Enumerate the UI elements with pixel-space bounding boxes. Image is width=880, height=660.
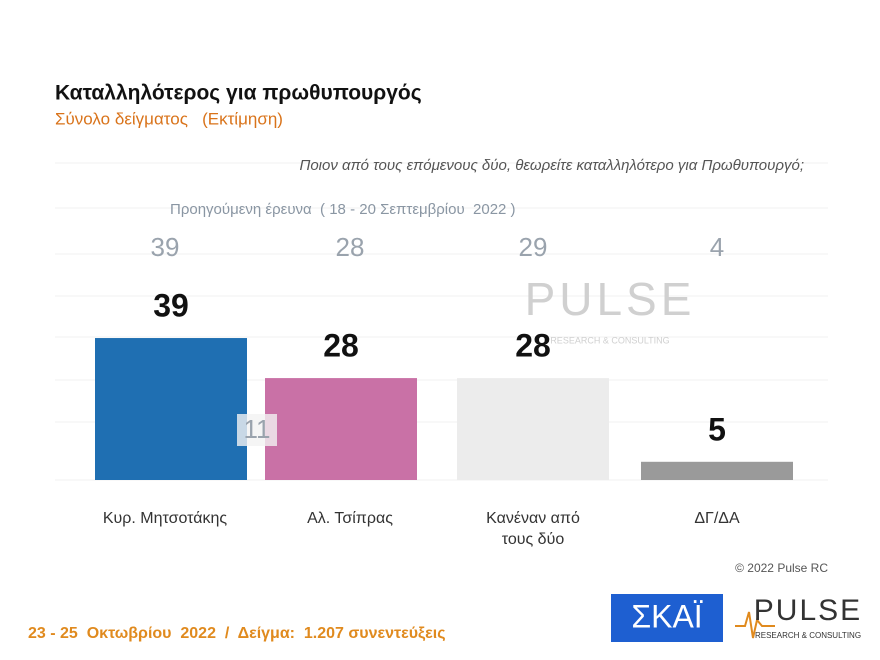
bar (457, 378, 609, 480)
logo-pulse: PULSE (754, 594, 862, 627)
previous-value: 39 (151, 232, 180, 262)
logo-pulse-sub: RESEARCH & CONSULTING (755, 631, 861, 640)
x-tick-label: Αλ. Τσίπρας (307, 510, 393, 527)
x-tick-label: Κανέναν από τους δύο (486, 510, 580, 548)
bar (265, 378, 417, 480)
value-label: 39 (153, 287, 189, 323)
question: Ποιον από τους επόμενους δύο, θεωρείτε κ… (299, 157, 804, 174)
previous-label: Προηγούμενη έρευνα ( 18 - 20 Σεπτεμβρίου… (170, 201, 516, 218)
bar (641, 461, 793, 480)
subtitle: Σύνολο δείγματος (Εκτίμηση) (55, 109, 283, 128)
footer: 23 - 25 Οκτωβρίου 2022 / Δείγμα: 1.207 σ… (28, 625, 446, 642)
watermark-sub: RESEARCH & CONSULTING (550, 335, 669, 345)
logo-skai: ΣΚΑΪ (631, 598, 702, 634)
copyright: © 2022 Pulse RC (735, 561, 828, 575)
logo-skai-box (611, 594, 723, 642)
value-label: 28 (515, 328, 551, 364)
logo-pulse-wave (735, 611, 775, 639)
annotation-box (237, 414, 277, 446)
x-tick-label: Κυρ. Μητσοτάκης (102, 510, 228, 527)
watermark: PULSE (525, 273, 696, 325)
previous-value: 29 (519, 232, 548, 262)
chart-title: Καταλληλότερος για πρωθυπουργός (55, 82, 422, 105)
value-label: 28 (323, 328, 359, 364)
x-tick-label: ΔΓ/ΔΑ (694, 510, 740, 527)
annotation: 11 (244, 414, 271, 444)
bar (95, 338, 247, 480)
value-label: 5 (708, 411, 726, 447)
previous-value: 4 (710, 232, 724, 262)
previous-value: 28 (336, 232, 365, 262)
